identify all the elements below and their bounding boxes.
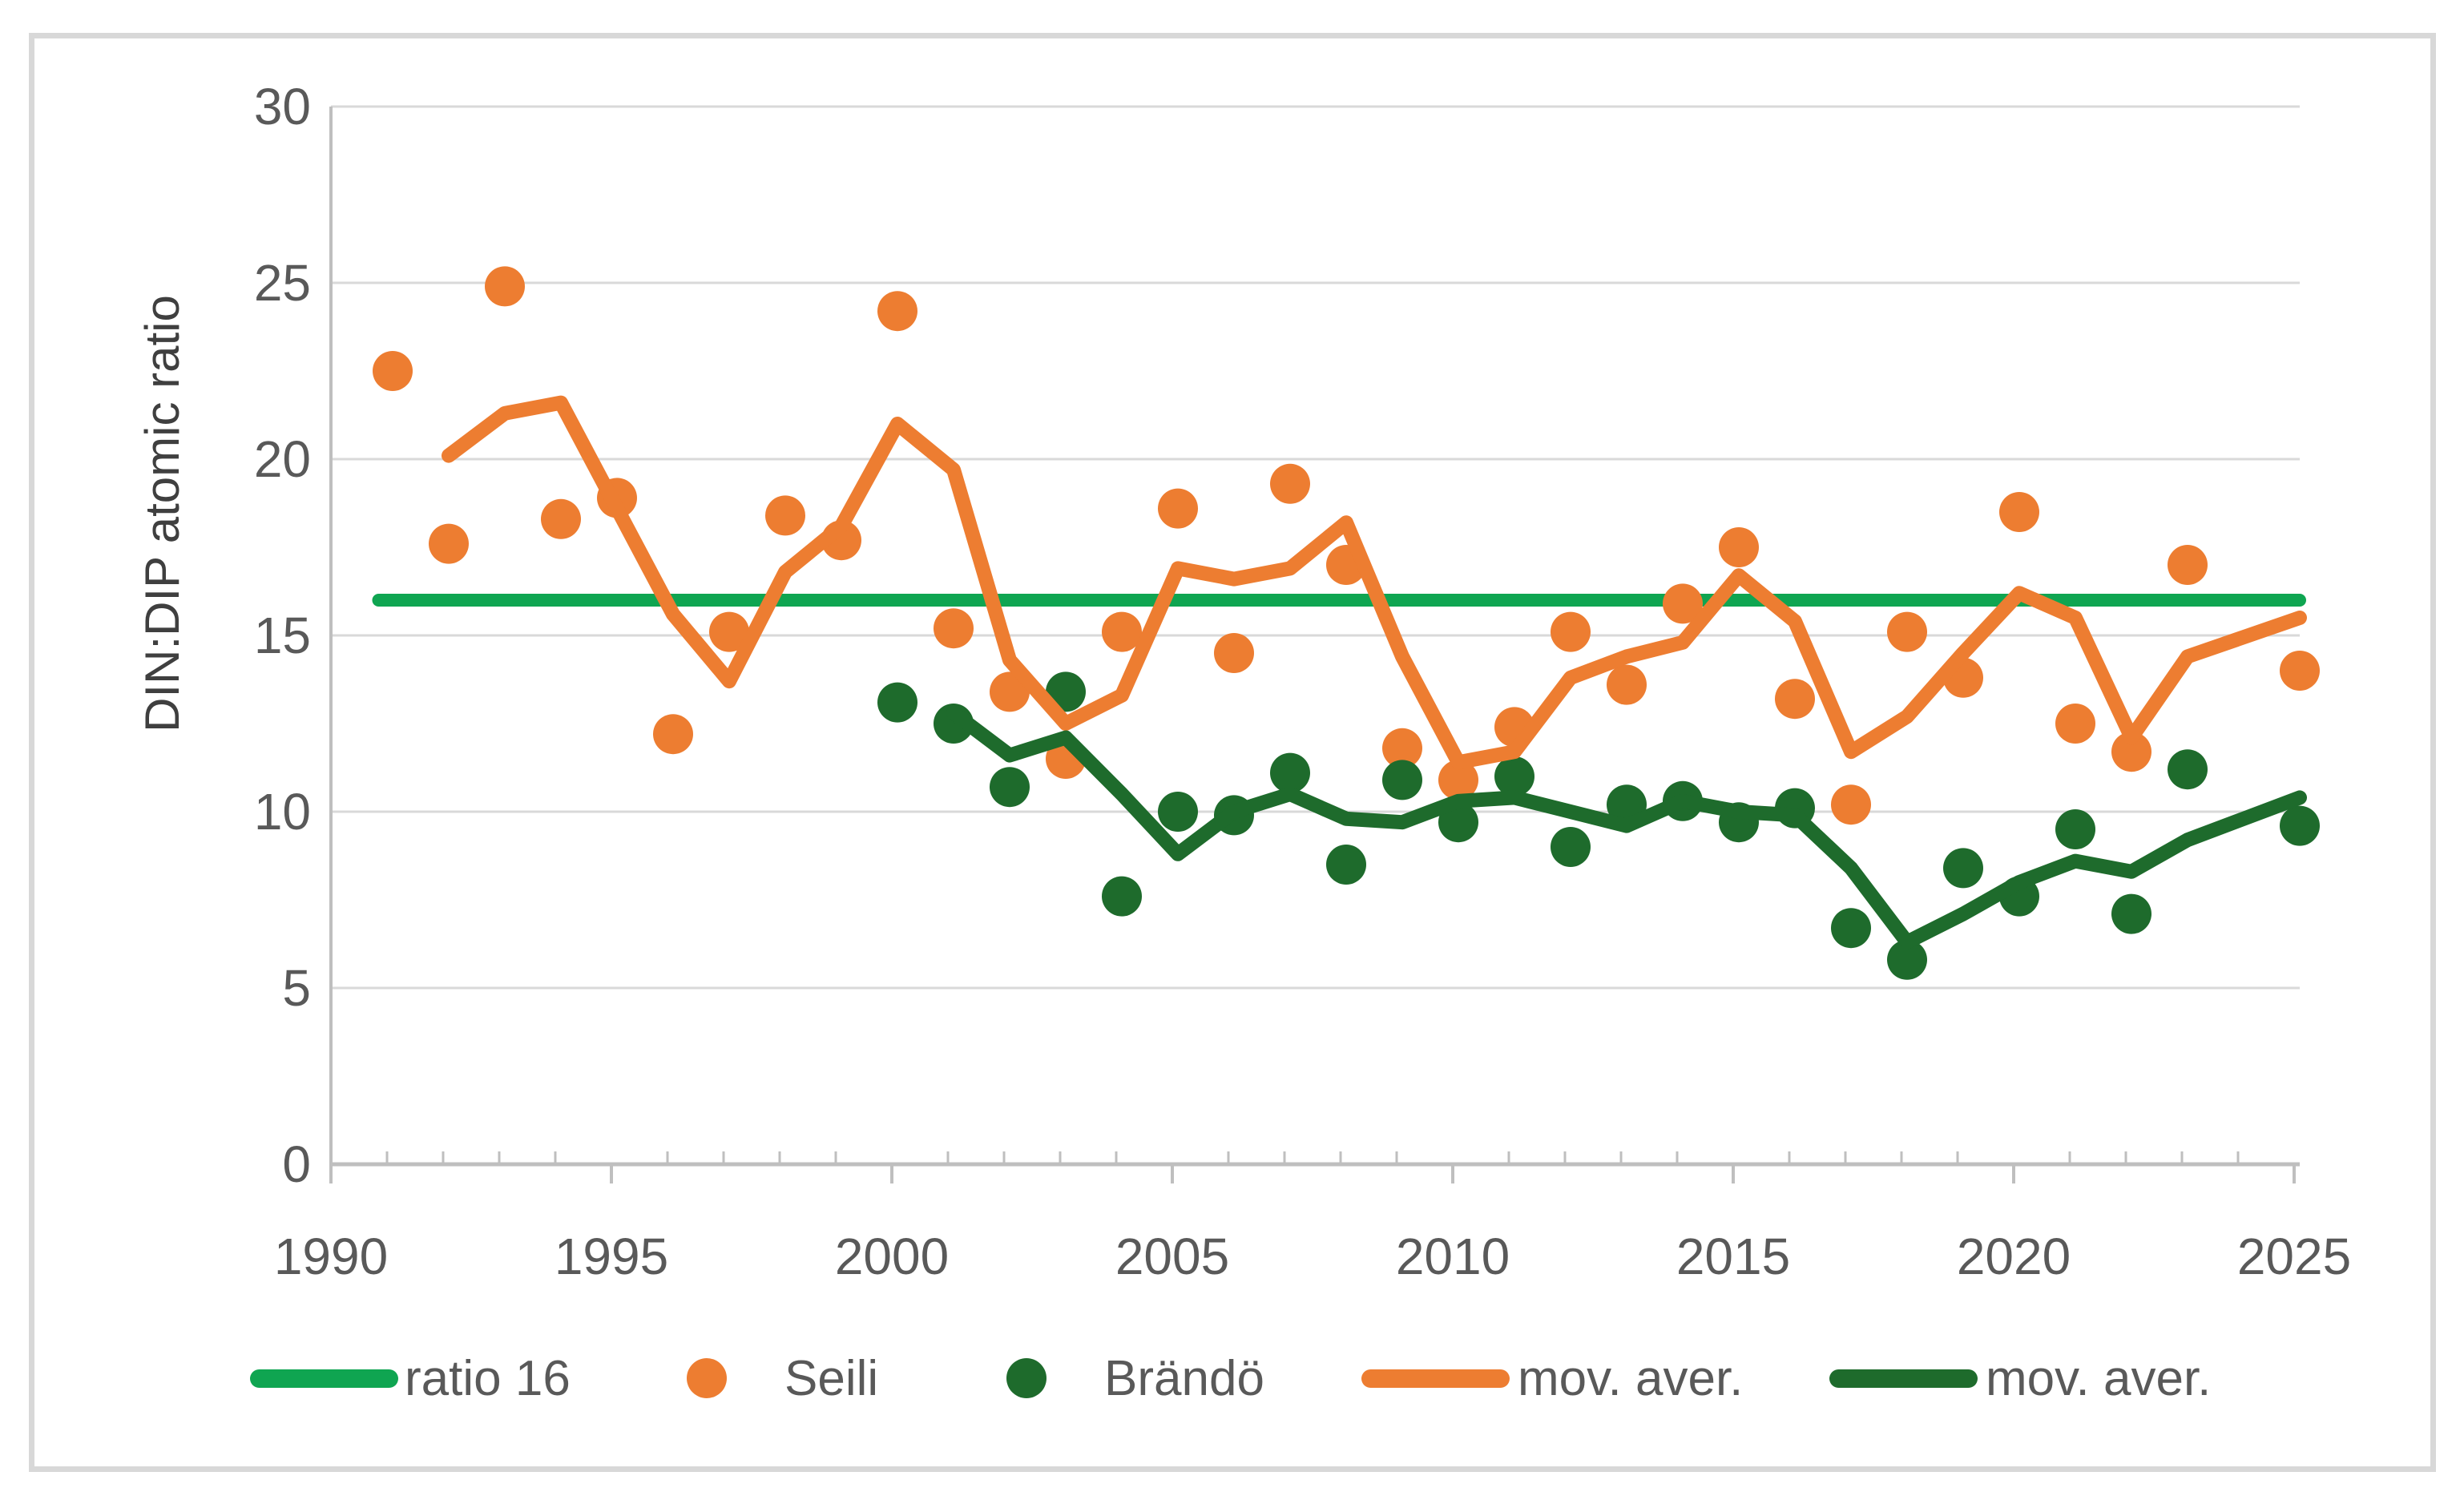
x-tick-label: 2000	[835, 1228, 949, 1285]
seili-point	[877, 291, 917, 332]
brando-point	[1270, 752, 1310, 793]
seili-point	[541, 498, 581, 539]
brando-point	[1494, 756, 1534, 796]
brando-point	[1943, 848, 1983, 889]
seili-point	[1158, 488, 1198, 529]
legend-label: Brändö	[1104, 1350, 1264, 1406]
seili-point	[1438, 760, 1478, 800]
seili-point	[1719, 527, 1759, 567]
seili-point	[2055, 704, 2095, 744]
seili-point	[429, 523, 469, 564]
x-tick-label: 2025	[2237, 1228, 2351, 1285]
seili-mov-aver-swatch	[1361, 1369, 1510, 1388]
brando-point	[2280, 805, 2320, 846]
brando-point	[1102, 876, 1142, 917]
seili-point	[2168, 545, 2208, 585]
x-tick-label: 2005	[1115, 1228, 1229, 1285]
seili-point	[1270, 463, 1310, 504]
seili-point	[2111, 732, 2151, 772]
x-tick-label: 1990	[274, 1228, 388, 1285]
legend-item-seili: Seili	[687, 1346, 878, 1410]
y-axis-title: DIN:DIP atomic ratio	[135, 295, 189, 732]
x-tick-label: 2015	[1676, 1228, 1790, 1285]
y-tick-label: 5	[282, 959, 311, 1017]
y-tick-label: 0	[282, 1135, 311, 1193]
y-tick-label: 20	[254, 430, 311, 488]
brando-point	[2111, 893, 2151, 934]
seili-point	[709, 611, 749, 652]
legend-item-ratio16: ratio 16	[250, 1346, 571, 1410]
legend-item-brando: Brändö	[1006, 1346, 1264, 1410]
seili-point	[485, 266, 525, 307]
seili-point	[2280, 651, 2320, 691]
x-tick-label: 2020	[1957, 1228, 2071, 1285]
legend-label: ratio 16	[405, 1350, 571, 1406]
seili-point	[1887, 611, 1927, 652]
brando-point	[2168, 749, 2208, 790]
brando-point	[1158, 792, 1198, 832]
seili-point	[1382, 728, 1422, 768]
seili-point	[1102, 611, 1142, 652]
seili-point	[934, 608, 974, 649]
brando-point	[1831, 908, 1871, 949]
legend-item-brando-mov-aver: mov. aver.	[1829, 1346, 2211, 1410]
seili-point	[1214, 633, 1254, 673]
x-tick-label: 2010	[1396, 1228, 1510, 1285]
seili-point	[1607, 664, 1647, 705]
seili-point	[1999, 492, 2039, 532]
seili-point	[653, 714, 693, 755]
legend: ratio 16 Seili Brändö mov. aver. mov. av…	[0, 1346, 2464, 1410]
legend-label: Seili	[784, 1350, 879, 1406]
seili-point	[765, 495, 805, 536]
y-tick-label: 30	[254, 78, 311, 135]
brando-point	[1887, 939, 1927, 980]
seili-point	[1663, 583, 1703, 624]
y-tick-label: 25	[254, 254, 311, 312]
seili-dot-swatch	[687, 1358, 727, 1398]
brando-mov-aver-swatch	[1829, 1369, 1978, 1388]
brando-point	[877, 682, 917, 723]
brando-point	[2055, 809, 2095, 849]
brando-mov-aver-line	[946, 705, 2307, 950]
seili-point	[1551, 611, 1591, 652]
x-tick-label: 1995	[555, 1228, 668, 1285]
brando-dot-swatch	[1006, 1358, 1046, 1398]
legend-label: mov. aver.	[1986, 1350, 2212, 1406]
ratio16-line-swatch	[250, 1369, 398, 1388]
chart-outer-border	[29, 33, 2436, 1472]
brando-point	[1326, 845, 1366, 885]
legend-item-seili-mov-aver: mov. aver.	[1361, 1346, 1743, 1410]
seili-point	[1775, 679, 1815, 720]
seili-mov-aver-line	[442, 395, 2307, 770]
legend-label: mov. aver.	[1518, 1350, 1744, 1406]
brando-point	[1382, 760, 1422, 800]
y-tick-label: 10	[254, 783, 311, 841]
y-tick-label: 15	[254, 607, 311, 664]
brando-point	[990, 767, 1030, 808]
seili-point	[373, 351, 413, 391]
brando-point	[1551, 827, 1591, 867]
seili-point	[1831, 784, 1871, 825]
